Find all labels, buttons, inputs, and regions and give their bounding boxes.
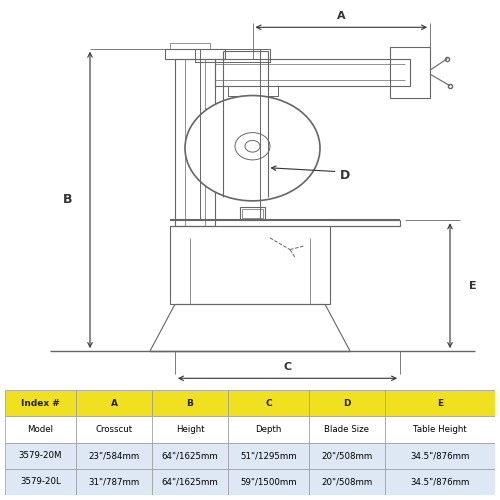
Text: 23"/584mm: 23"/584mm [88,451,140,460]
Bar [5,390,76,416]
Bar [76,416,152,442]
Text: C: C [265,398,272,407]
Bar [228,416,309,442]
Text: Model: Model [28,425,54,434]
Bar [76,442,152,469]
Text: E: E [468,280,476,290]
Text: A: A [110,398,117,407]
Bar [195,49,270,62]
Bar [228,469,309,495]
Bar [390,47,430,98]
Bar [170,43,210,49]
Text: Table Height: Table Height [413,425,467,434]
Bar [240,206,265,220]
Circle shape [185,96,320,201]
Text: C: C [284,362,292,372]
Bar [385,390,495,416]
Text: D: D [340,169,350,182]
Bar [175,58,215,226]
Bar [76,390,152,416]
Text: 64"/1625mm: 64"/1625mm [162,451,218,460]
Text: 31"/787mm: 31"/787mm [88,478,140,486]
Text: 20"/508mm: 20"/508mm [321,451,372,460]
Bar [152,442,228,469]
Bar [309,390,385,416]
Bar [215,126,290,170]
Text: Height: Height [176,425,204,434]
Bar [309,442,385,469]
Bar [165,49,225,58]
Bar [152,469,228,495]
Bar [385,442,495,469]
Text: 34.5"/876mm: 34.5"/876mm [410,451,470,460]
Text: 64"/1625mm: 64"/1625mm [162,478,218,486]
Text: Depth: Depth [255,425,281,434]
Text: 3579-20M: 3579-20M [19,451,62,460]
Text: Crosscut: Crosscut [96,425,132,434]
Bar [309,416,385,442]
Bar [228,442,309,469]
Text: Index #: Index # [21,398,60,407]
Bar [225,132,280,164]
Text: 51"/1295mm: 51"/1295mm [240,451,296,460]
Bar [5,442,76,469]
Bar [152,390,228,416]
Text: B: B [63,194,72,206]
Bar [5,469,76,495]
Text: D: D [343,398,350,407]
Bar [170,226,330,304]
Text: 59"/1500mm: 59"/1500mm [240,478,296,486]
Text: B: B [186,398,194,407]
Bar [152,416,228,442]
Bar [5,416,76,442]
Bar [385,469,495,495]
Bar [385,416,495,442]
Text: 20"/508mm: 20"/508mm [321,478,372,486]
Bar [242,208,262,218]
Text: Blade Size: Blade Size [324,425,370,434]
Bar [215,58,410,86]
Bar [228,86,278,96]
Bar [309,469,385,495]
Text: E: E [437,398,443,407]
Bar [76,469,152,495]
Text: A: A [337,12,345,22]
Text: 3579-20L: 3579-20L [20,478,61,486]
Text: 34.5"/876mm: 34.5"/876mm [410,478,470,486]
Bar [228,390,309,416]
